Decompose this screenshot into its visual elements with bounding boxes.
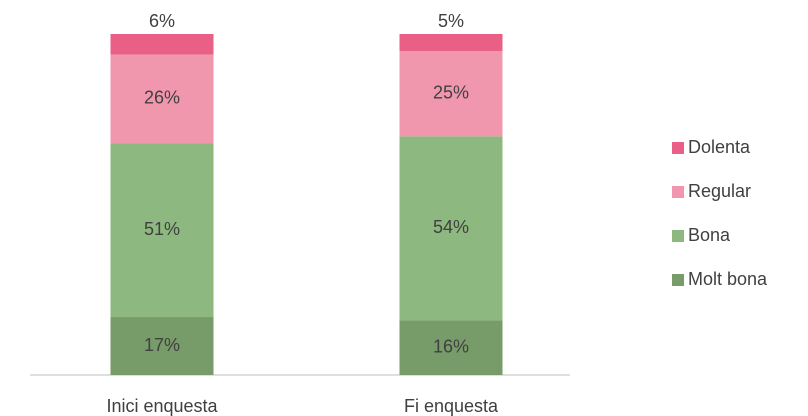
data-label: 6%: [149, 11, 175, 31]
data-label: 54%: [433, 217, 469, 237]
bar-segment: [399, 34, 503, 52]
bar-segment: [399, 136, 503, 321]
data-label: 26%: [144, 88, 180, 108]
legend-label: Dolenta: [688, 137, 751, 157]
x-tick-label: Fi enquesta: [404, 396, 499, 416]
legend-swatch: [672, 230, 684, 242]
data-label: 16%: [433, 336, 469, 356]
data-label: 17%: [144, 335, 180, 355]
data-label: 25%: [433, 82, 469, 102]
legend-swatch: [672, 186, 684, 198]
legend-swatch: [672, 142, 684, 154]
bar-segment: [110, 143, 214, 318]
legend-label: Bona: [688, 225, 731, 245]
data-label: 5%: [438, 11, 464, 31]
legend-label: Regular: [688, 181, 751, 201]
legend-swatch: [672, 274, 684, 286]
bar-segment: [110, 34, 214, 55]
x-tick-label: Inici enquesta: [106, 396, 218, 416]
legend-label: Molt bona: [688, 269, 768, 289]
data-label: 51%: [144, 219, 180, 239]
bar-segment: [110, 54, 214, 144]
bar-segment: [399, 51, 503, 137]
bar-segment: [399, 320, 503, 375]
bar-segment: [110, 317, 214, 375]
